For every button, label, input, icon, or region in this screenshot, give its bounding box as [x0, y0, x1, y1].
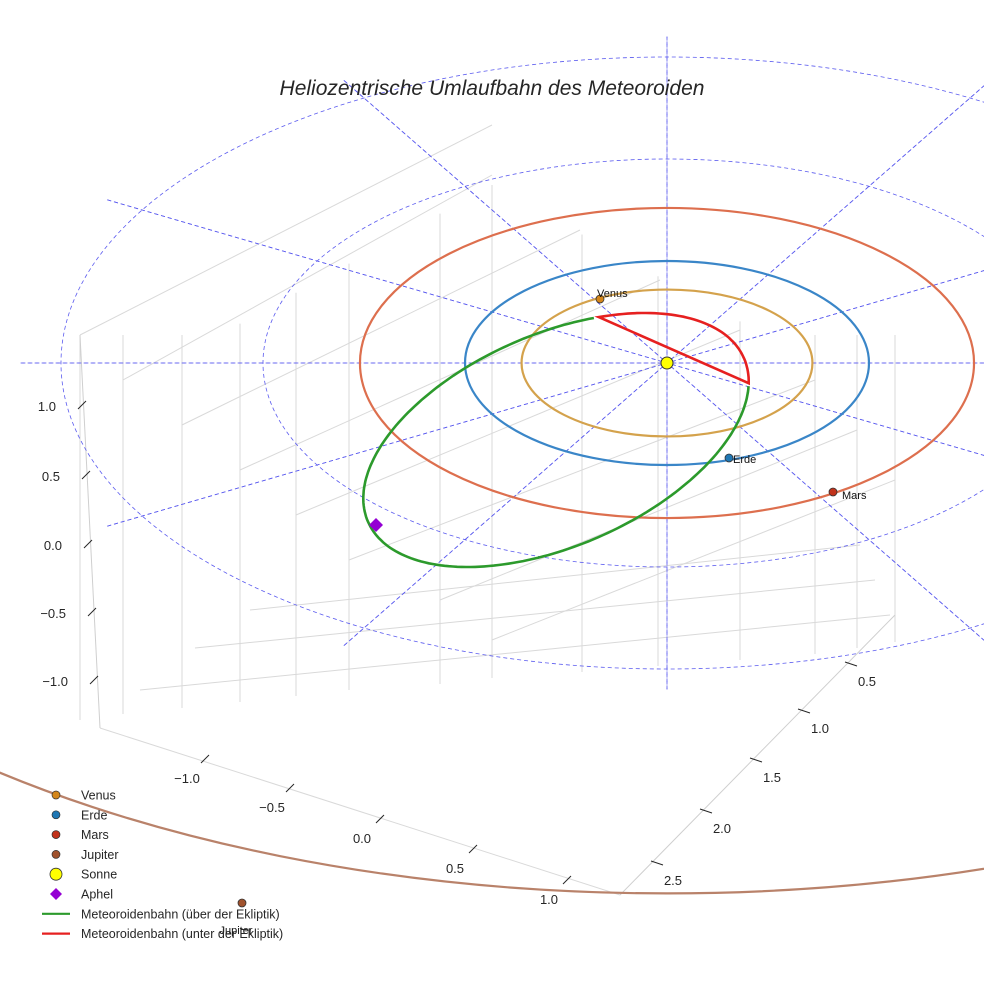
pane-gridline — [491, 479, 896, 641]
floor-gridline — [99, 727, 621, 896]
legend-marker — [51, 850, 61, 859]
x-tick-label: 1.0 — [540, 892, 558, 907]
meteoroid-orbit-below — [594, 311, 751, 386]
y-tick-mark — [797, 708, 811, 714]
orbit-erde — [463, 259, 871, 467]
sun-marker — [660, 356, 674, 370]
z-tick-label: −0.5 — [40, 606, 66, 621]
x-tick-label: 0.5 — [446, 861, 464, 876]
y-tick-label: 1.5 — [763, 770, 781, 785]
legend-marker — [51, 830, 61, 839]
y-tick-mark — [699, 808, 713, 814]
y-tick-label: 2.0 — [713, 821, 731, 836]
y-tick-mark — [650, 860, 664, 866]
floor-gridline — [139, 614, 891, 691]
z-tick-mark — [81, 470, 91, 480]
y-tick-mark — [844, 661, 858, 667]
legend: Venus Erde Mars Jupiter Sonne Aphel Meteoroide… — [42, 789, 283, 941]
legend-label: Mars — [81, 828, 109, 842]
legend-label: Erde — [81, 808, 107, 822]
legend-label: Venus — [81, 789, 116, 803]
z-tick-mark — [89, 675, 99, 685]
y-tick-label: 2.5 — [664, 873, 682, 888]
meteoroid-orbit-above — [361, 316, 750, 569]
pane-gridline — [439, 429, 858, 601]
legend-label: Sonne — [81, 868, 117, 882]
z-tick-label: 1.0 — [38, 399, 56, 414]
x-tick-mark — [375, 814, 385, 824]
y-tick-label: 0.5 — [858, 674, 876, 689]
z-tick-label: −1.0 — [42, 674, 68, 689]
axis-edge — [79, 334, 101, 729]
planet-orbits — [0, 206, 984, 895]
z-tick-mark — [87, 607, 97, 617]
orbit-jupiter — [0, 771, 984, 895]
floor-gridline — [194, 579, 876, 649]
chart-title: Heliozentrische Umlaufbahn des Meteoroid… — [280, 77, 705, 100]
aphel-marker — [369, 518, 383, 532]
legend-marker — [50, 888, 62, 900]
body-label-venus: Venus — [597, 288, 628, 300]
axis-ticks: −1.0 −0.5 0.0 0.5 1.0 0.5 1.0 1.5 2.0 2.5 1.0 0.5 0.… — [38, 399, 876, 907]
pane-gridline — [239, 279, 661, 471]
axis-edge — [619, 614, 896, 896]
pane-gridline — [181, 229, 581, 426]
x-tick-label: −1.0 — [174, 771, 200, 786]
body-label-erde: Erde — [733, 454, 756, 466]
z-tick-mark — [83, 539, 93, 549]
body-erde — [724, 453, 734, 463]
legend-marker — [51, 810, 61, 820]
body-mars — [828, 487, 838, 497]
body-jupiter — [237, 898, 247, 908]
ecliptic-grid — [20, 36, 984, 690]
pane-gridline — [79, 124, 493, 336]
body-label-jupiter: Jupiter — [219, 925, 252, 937]
z-tick-label: 0.5 — [42, 469, 60, 484]
x-tick-mark — [468, 844, 478, 854]
y-tick-label: 1.0 — [811, 721, 829, 736]
y-tick-mark — [749, 757, 763, 763]
legend-label: Meteoroidenbahn (über der Ekliptik) — [81, 907, 280, 921]
meteoroid-orbit — [361, 311, 751, 569]
pane-gridline — [122, 174, 493, 381]
legend-label: Meteoroidenbahn (unter der Ekliptik) — [81, 927, 283, 941]
body-label-mars: Mars — [842, 490, 867, 502]
body-venus — [595, 294, 605, 304]
x-tick-label: −0.5 — [259, 800, 285, 815]
axis-grid — [79, 124, 896, 896]
legend-marker — [51, 790, 61, 800]
z-tick-mark — [77, 400, 87, 410]
x-tick-mark — [285, 783, 295, 793]
x-tick-mark — [200, 754, 210, 764]
orbit-mars — [358, 206, 976, 520]
x-tick-mark — [562, 875, 572, 885]
legend-label: Jupiter — [81, 848, 119, 862]
bodies: Venus Erde Mars Jupiter — [219, 288, 866, 937]
z-tick-label: 0.0 — [44, 538, 62, 553]
floor-gridline — [249, 544, 861, 611]
orbit-venus — [520, 288, 814, 438]
pane-gridline — [348, 379, 816, 561]
legend-label: Aphel — [81, 888, 113, 902]
x-tick-label: 0.0 — [353, 831, 371, 846]
legend-marker — [49, 867, 63, 881]
